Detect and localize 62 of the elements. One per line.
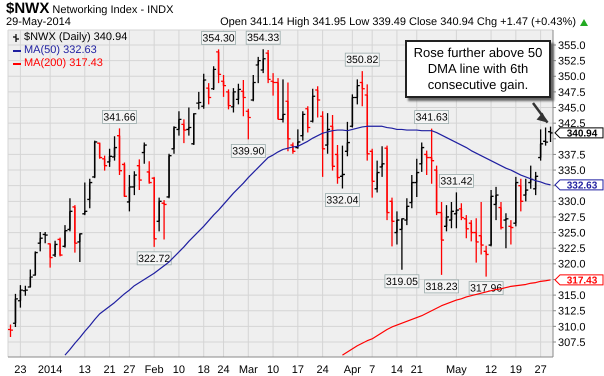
x-tick-label: Apr [344, 364, 362, 376]
y-tick-label: 322.5 [558, 243, 586, 256]
y-tick-label: 330.0 [558, 196, 586, 208]
text: 317.43 [566, 276, 598, 287]
annotation: 341.66 [103, 111, 136, 124]
x-tick-label: 2014 [38, 364, 62, 376]
x-tick-label: Mar [238, 364, 258, 376]
annotation: 339.90 [232, 145, 265, 158]
x-tick-label: 14 [390, 364, 404, 376]
x-tick-label: May [446, 364, 468, 376]
y-tick-label: 315.0 [558, 290, 586, 302]
y-tick-label: 312.5 [558, 306, 586, 318]
x-tick-label: 21 [103, 364, 116, 376]
annotation: 318.23 [425, 280, 458, 293]
x-tick-label: 27 [534, 364, 547, 376]
x-tick-label: 12 [484, 364, 498, 376]
x-tick-label: 10 [172, 364, 186, 376]
text: 340.94 [566, 128, 598, 140]
annotation: 319.05 [386, 276, 418, 288]
annotation: 354.30 [202, 32, 235, 44]
legend-label: MA(200) 317.43 [24, 57, 103, 70]
x-tick-label: 17 [292, 364, 304, 376]
y-tick-label: 325.0 [558, 227, 586, 240]
annotation: Rose further above 50 DMA line with 6th consecutive gain. [405, 40, 551, 98]
y-tick-label: 337.5 [558, 149, 586, 162]
y-tick-label: 347.5 [558, 86, 586, 99]
annotation: 317.96 [470, 282, 502, 295]
text: Open 341.14 High 341.95 Low 339.49 Close 340.94 Chg +1.47 (+0.43%) [220, 16, 576, 28]
legend-label: MA(50) 332.63 [24, 44, 97, 57]
text: 332.63 [566, 180, 598, 192]
x-tick-label: 13 [78, 364, 91, 376]
y-tick-label: 307.5 [558, 336, 586, 349]
y-tick-label: 345.0 [558, 102, 586, 114]
annotation: 331.42 [440, 175, 473, 188]
text: 29-May-2014 [6, 16, 71, 28]
y-tick-label: 350.0 [558, 71, 586, 84]
legend-label: $NWX (Daily) 340.94 [24, 31, 128, 44]
x-tick-label: 23 [14, 364, 27, 376]
x-tick-label: 10 [266, 364, 280, 376]
annotation: 332.04 [326, 194, 359, 207]
annotation: 341.63 [416, 112, 448, 124]
y-tick-label: 310.0 [558, 321, 586, 334]
y-tick-label: 352.5 [558, 56, 586, 68]
x-tick-label: 18 [198, 364, 210, 376]
x-tick-label: 7 [369, 364, 376, 376]
x-tick-label: 24 [316, 364, 329, 376]
y-tick-label: 327.5 [558, 212, 586, 224]
x-tick-label: 21 [410, 364, 423, 376]
x-tick-label: Feb [144, 364, 164, 376]
y-tick-label: 355.0 [558, 40, 586, 52]
annotation: 350.82 [346, 54, 378, 66]
y-tick-label: 342.5 [558, 118, 586, 130]
x-tick-label: 24 [217, 364, 230, 376]
annotation: 322.72 [138, 252, 170, 265]
chart-title: $NWX Networking Index - INDX [6, 0, 174, 17]
y-tick-label: 335.0 [558, 164, 586, 177]
x-tick-label: 19 [510, 364, 522, 376]
line-series [64, 126, 552, 356]
x-tick-label: 27 [123, 364, 136, 376]
y-tick-label: 320.0 [558, 258, 586, 271]
line-series [342, 279, 552, 356]
annotation: 354.33 [247, 32, 280, 44]
